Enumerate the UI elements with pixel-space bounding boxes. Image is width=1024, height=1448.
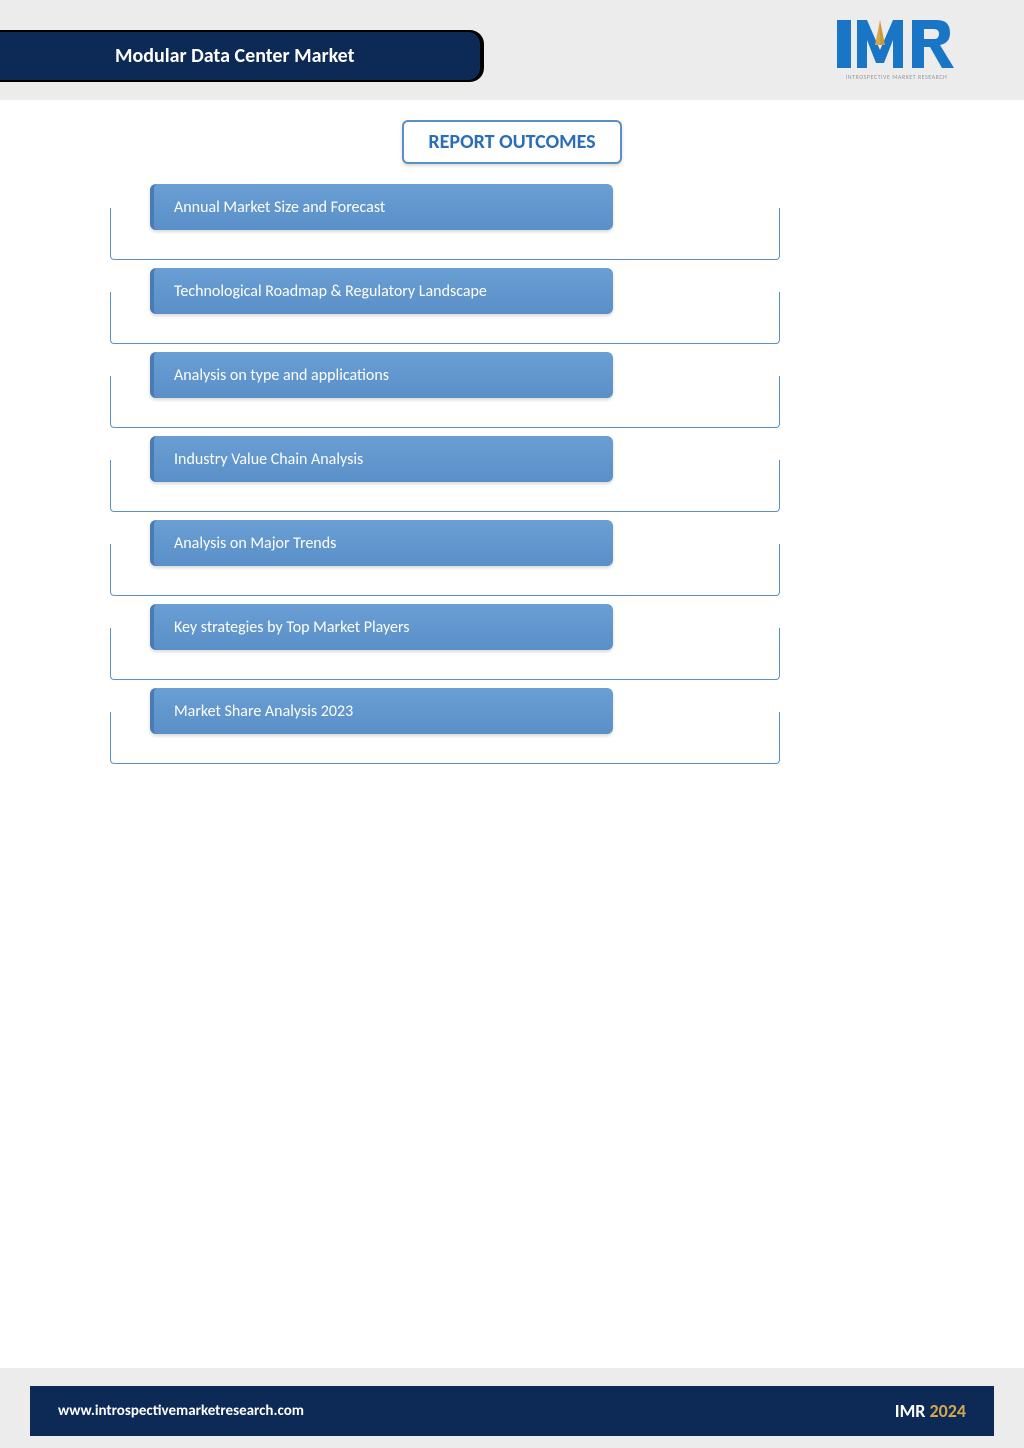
- header-band: Modular Data Center Market INTROSPECTIVE…: [0, 0, 1024, 100]
- outcome-row: Market Share Analysis 2023: [110, 688, 914, 770]
- title-pill: Modular Data Center Market: [0, 32, 480, 80]
- logo-tagline: INTROSPECTIVE MARKET RESEARCH: [846, 73, 948, 81]
- outcome-row: Annual Market Size and Forecast: [110, 184, 914, 266]
- section-title-wrapper: REPORT OUTCOMES: [110, 120, 914, 164]
- page-title: Modular Data Center Market: [115, 44, 355, 68]
- footer-bar: www.introspectivemarketresearch.com IMR …: [30, 1386, 994, 1436]
- footer-brand-prefix: IMR: [895, 1400, 930, 1422]
- section-title: REPORT OUTCOMES: [402, 120, 621, 164]
- outcome-row: Technological Roadmap & Regulatory Lands…: [110, 268, 914, 350]
- outcome-row: Analysis on type and applications: [110, 352, 914, 434]
- footer-band: www.introspectivemarketresearch.com IMR …: [0, 1368, 1024, 1448]
- content-area: REPORT OUTCOMES Annual Market Size and F…: [0, 100, 1024, 770]
- outcome-row: Key strategies by Top Market Players: [110, 604, 914, 686]
- outcome-pill: Annual Market Size and Forecast: [150, 184, 613, 230]
- outcome-row: Industry Value Chain Analysis: [110, 436, 914, 518]
- outcome-label: Annual Market Size and Forecast: [174, 198, 385, 217]
- company-logo: INTROSPECTIVE MARKET RESEARCH: [829, 15, 964, 87]
- footer-brand: IMR 2024: [895, 1400, 966, 1422]
- outcome-pill: Market Share Analysis 2023: [150, 688, 613, 734]
- outcome-pill: Key strategies by Top Market Players: [150, 604, 613, 650]
- footer-url: www.introspectivemarketresearch.com: [58, 1402, 304, 1420]
- outcome-pill: Industry Value Chain Analysis: [150, 436, 613, 482]
- outcome-pill: Analysis on Major Trends: [150, 520, 613, 566]
- outcome-label: Market Share Analysis 2023: [174, 702, 353, 721]
- outcome-label: Analysis on type and applications: [174, 366, 389, 385]
- footer-brand-year: 2024: [930, 1400, 967, 1422]
- logo-icon: [832, 15, 962, 70]
- outcome-label: Technological Roadmap & Regulatory Lands…: [174, 282, 487, 301]
- outcome-pill: Analysis on type and applications: [150, 352, 613, 398]
- outcome-label: Analysis on Major Trends: [174, 534, 336, 553]
- outcome-label: Industry Value Chain Analysis: [174, 450, 363, 469]
- outcome-row: Analysis on Major Trends: [110, 520, 914, 602]
- outcome-label: Key strategies by Top Market Players: [174, 618, 410, 637]
- outcome-pill: Technological Roadmap & Regulatory Lands…: [150, 268, 613, 314]
